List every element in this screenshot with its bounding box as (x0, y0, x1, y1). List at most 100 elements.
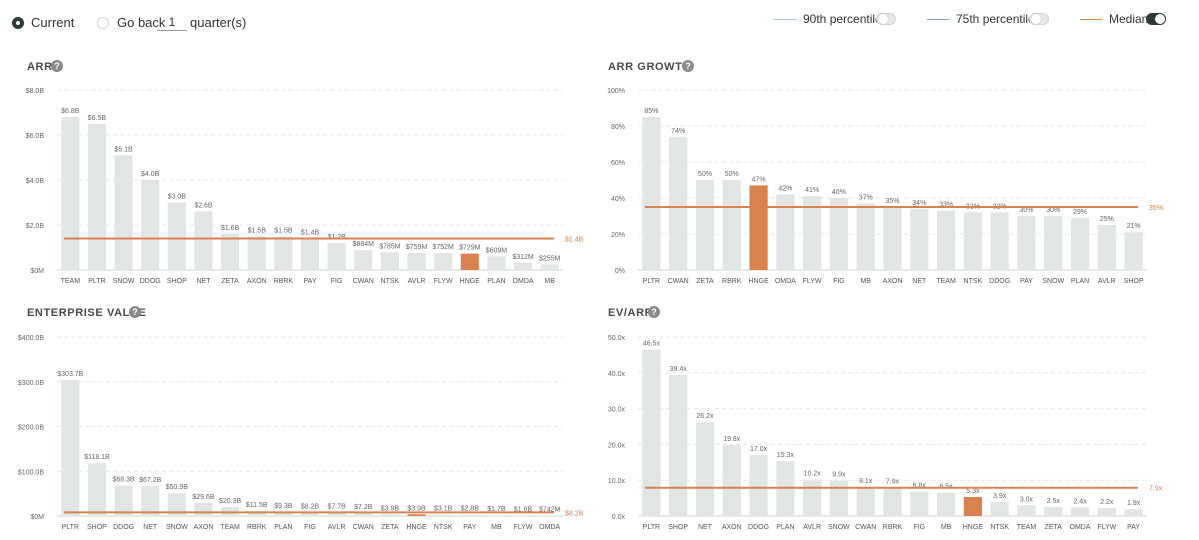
enterprise-value-value-label: $29.6B (192, 494, 215, 501)
enterprise-value-value-label: $118.1B (84, 454, 110, 461)
arr-growth-category-label: NTSK (964, 278, 983, 285)
arr-value-label: $255M (539, 255, 561, 262)
ev-arr-bar (695, 422, 715, 516)
enterprise-value-category-label: FIG (304, 524, 316, 531)
arr-growth-category-label: PLAN (1071, 278, 1089, 285)
arr-title: ARR (27, 61, 53, 73)
arr-growth-bar (1017, 216, 1036, 270)
arr-ytick-label: $8.0B (26, 88, 45, 95)
arr-bar (407, 252, 426, 270)
ev-arr-category-label: FLYW (1097, 524, 1116, 531)
arr-growth-ytick-label: 0% (615, 268, 625, 275)
arr-growth-ytick-label: 40% (611, 196, 625, 203)
ev-arr-category-label: DDOG (748, 524, 769, 531)
arr-category-label: DDOG (140, 278, 161, 285)
enterprise-value-value-label: $742M (539, 507, 561, 514)
arr-value-label: $752M (432, 244, 454, 251)
enterprise-value-value-label: $303.7B (57, 371, 83, 378)
arr-ytick-label: $2.0B (26, 223, 45, 230)
ev-arr-value-label: 2.4x (1073, 498, 1087, 505)
arr-growth-category-label: DDOG (989, 278, 1010, 285)
arr-category-label: AVLR (408, 278, 426, 285)
median-label: Median (1109, 12, 1149, 26)
ev-arr-category-label: PLTR (643, 524, 660, 531)
enterprise-value-value-label: $50.9B (166, 484, 189, 491)
arr-growth-bar (1124, 232, 1143, 270)
p90-toggle-knob (878, 14, 888, 24)
ev-arr-value-label: 2.5x (1047, 498, 1061, 505)
ev-arr-bar (722, 445, 741, 516)
arr-value-label: $1.6B (221, 225, 240, 232)
enterprise-value-bar (61, 380, 80, 516)
arr-growth-value-label: 37% (859, 194, 873, 201)
p90-toggle[interactable] (876, 13, 896, 25)
enterprise-value-category-label: HNGE (406, 524, 427, 531)
enterprise-value-ytick-label: $100.0B (18, 469, 44, 476)
question-circle-icon[interactable]: ? (51, 60, 63, 72)
p75-toggle[interactable] (1029, 13, 1049, 25)
arr-growth-value-label: 50% (698, 171, 712, 178)
arr-growth-category-label: HNGE (748, 278, 769, 285)
arr-category-label: PAY (304, 278, 317, 285)
go-back-radio[interactable] (97, 17, 109, 29)
enterprise-value-bar (194, 502, 213, 516)
ev-arr-category-label: NTSK (990, 524, 1009, 531)
enterprise-value-category-label: SNOW (166, 524, 188, 531)
arr-value-label: $1.5B (248, 227, 267, 234)
arr-ytick-label: $0M (30, 268, 44, 275)
arr-value-label: $729M (459, 245, 481, 252)
ev-arr-value-label: 39.4x (670, 366, 688, 373)
arr-growth-bar (722, 180, 741, 270)
arr-growth-bar (776, 194, 795, 270)
enterprise-value-value-label: $11.5B (246, 502, 268, 509)
arr-growth-category-label: PLTR (643, 278, 660, 285)
arr-growth-ytick-label: 20% (611, 232, 625, 239)
ev-arr-category-label: NET (698, 524, 713, 531)
enterprise-value-bar (141, 485, 160, 516)
ev-arr-category-label: FIG (913, 524, 925, 531)
median-toggle[interactable] (1146, 13, 1166, 25)
quarters-input[interactable] (157, 14, 187, 31)
enterprise-value-bar (434, 514, 453, 516)
enterprise-value-title: ENTERPRISE VALUE (27, 307, 147, 319)
arr-bar (380, 252, 399, 270)
arr-growth-category-label: SHOP (1124, 278, 1144, 285)
arr-growth-value-label: 85% (644, 108, 658, 115)
ev-arr-category-label: AVLR (803, 524, 821, 531)
arr-category-label: TEAM (61, 278, 81, 285)
median-toggle-knob (1155, 14, 1165, 24)
question-circle-icon[interactable]: ? (682, 60, 694, 72)
arr-growth-bar (669, 136, 688, 270)
arr-growth-median-label: 35% (1149, 205, 1163, 212)
ev-arr-value-label: 17.0x (750, 446, 768, 453)
ev-arr-title: EV/ARR (608, 307, 654, 319)
arr-bar (141, 180, 160, 270)
enterprise-value-category-label: SHOP (87, 524, 107, 531)
arr-growth-bar (1097, 225, 1116, 270)
arr-growth-bar (749, 185, 768, 270)
arr-growth-value-label: 25% (1100, 216, 1114, 223)
enterprise-value-category-label: AXON (194, 524, 214, 531)
arr-value-label: $609M (486, 247, 508, 254)
arr-category-label: FLYW (434, 278, 453, 285)
enterprise-value-category-label: MB (491, 524, 502, 531)
arr-bar (487, 256, 506, 270)
arr-growth-bar (695, 180, 715, 270)
arr-bar (540, 264, 559, 270)
current-radio[interactable] (12, 17, 24, 29)
ev-arr-value-label: 7.9x (886, 479, 900, 486)
arr-category-label: MB (544, 278, 555, 285)
arr-growth-value-label: 30% (1019, 207, 1033, 214)
enterprise-value-value-label: $7.7B (327, 504, 346, 511)
arr-value-label: $1.5B (274, 227, 293, 234)
arr-growth-category-label: PAY (1020, 278, 1033, 285)
enterprise-value-bar (487, 515, 506, 516)
arr-growth-category-label: RBRK (722, 278, 742, 285)
arr-bar (61, 117, 80, 270)
question-circle-icon[interactable]: ? (648, 306, 660, 318)
ev-arr-ytick-label: 30.0x (608, 407, 626, 414)
question-circle-icon[interactable]: ? (129, 306, 141, 318)
enterprise-value-value-label: $9.3B (274, 503, 293, 510)
ev-arr-category-label: SHOP (668, 524, 688, 531)
ev-arr-bar (1070, 507, 1090, 516)
